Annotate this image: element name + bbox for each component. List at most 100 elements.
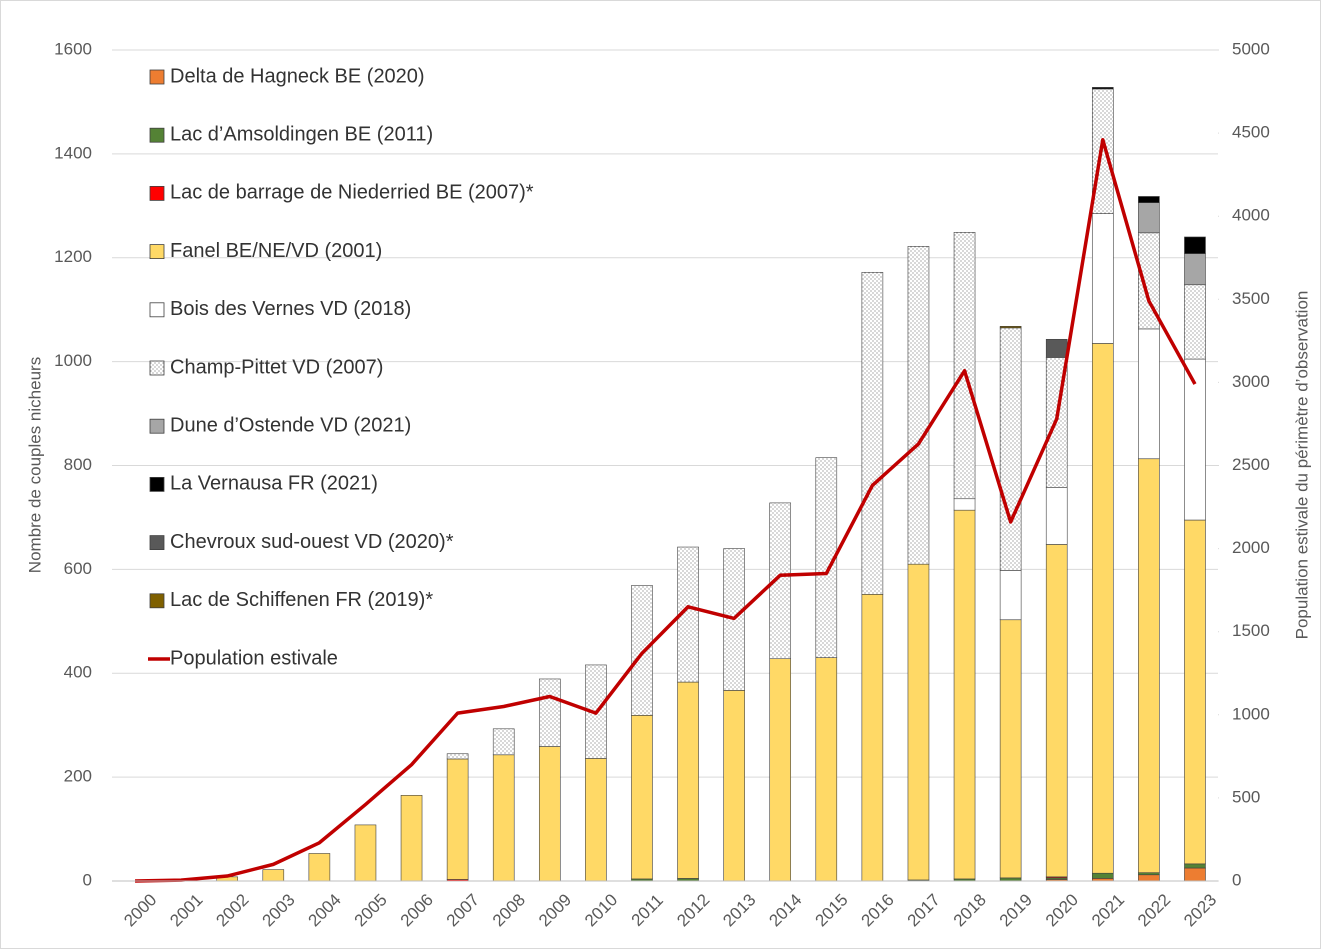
x-tick-label: 2010 bbox=[581, 890, 621, 930]
legend-swatch bbox=[149, 476, 165, 492]
y-tick-label: 400 bbox=[64, 663, 92, 682]
y2-tick-label: 5000 bbox=[1232, 39, 1270, 58]
bar-segment bbox=[861, 594, 884, 882]
legend-swatch bbox=[149, 244, 165, 260]
legend-label: Dune d’Ostende VD (2021) bbox=[170, 414, 411, 436]
bar-segment bbox=[999, 327, 1022, 571]
x-tick-label: 2012 bbox=[673, 890, 713, 930]
bar-segment bbox=[585, 758, 607, 882]
bar-segment bbox=[1184, 863, 1206, 869]
legend-label: Chevroux sud-ouest VD (2020)* bbox=[170, 531, 454, 553]
bar-segment bbox=[1138, 202, 1160, 234]
bar-segment bbox=[1091, 87, 1114, 90]
x-tick-label: 2021 bbox=[1088, 890, 1128, 930]
x-tick-label: 2022 bbox=[1134, 890, 1174, 930]
x-tick-label: 2023 bbox=[1180, 890, 1220, 930]
bar-segment bbox=[262, 869, 285, 882]
legend-swatch bbox=[149, 185, 165, 201]
y-tick-label: 800 bbox=[64, 455, 92, 474]
x-tick-label: 2009 bbox=[535, 890, 575, 930]
x-tick-label: 2002 bbox=[212, 890, 252, 930]
bar-segment bbox=[1045, 487, 1068, 545]
x-tick-label: 2001 bbox=[166, 890, 206, 930]
bar-segment bbox=[999, 570, 1022, 621]
bar-segment bbox=[999, 619, 1022, 879]
y2-tick-label: 3000 bbox=[1232, 372, 1270, 391]
y-axis-label: Nombre de couples nicheurs bbox=[25, 357, 44, 573]
y-tick-label: 200 bbox=[64, 767, 92, 786]
x-tick-label: 2014 bbox=[765, 890, 805, 930]
legend-label: Bois des Vernes VD (2018) bbox=[170, 298, 411, 320]
bar-segment bbox=[1184, 519, 1206, 865]
legend-swatch bbox=[149, 127, 165, 143]
line bbox=[135, 137, 1197, 883]
y2-tick-label: 4500 bbox=[1232, 123, 1270, 142]
bar-segment bbox=[1138, 328, 1160, 460]
bar-segment bbox=[1184, 284, 1206, 360]
bar-segment bbox=[538, 678, 561, 747]
legend-label: Lac d’Amsoldingen BE (2011) bbox=[170, 123, 433, 145]
y2-tick-label: 2000 bbox=[1232, 538, 1270, 557]
y2-tick-label: 0 bbox=[1232, 870, 1241, 889]
bar-segment bbox=[953, 498, 976, 511]
y-tick-label: 1600 bbox=[54, 39, 92, 58]
y2-tick-label: 1500 bbox=[1232, 621, 1270, 640]
y-tick-label: 0 bbox=[83, 870, 92, 889]
y-tick-label: 1200 bbox=[54, 247, 92, 266]
legend-label: Delta de Hagneck BE (2020) bbox=[170, 65, 425, 87]
legend-swatch bbox=[149, 535, 165, 550]
y2-tick-label: 2500 bbox=[1232, 455, 1270, 474]
bar-segment bbox=[769, 502, 792, 660]
x-tick-label: 2005 bbox=[351, 890, 391, 930]
x-tick-label: 2016 bbox=[858, 890, 898, 930]
bar-segment bbox=[1138, 872, 1160, 876]
bar-segment bbox=[446, 758, 469, 880]
y-tick-label: 1400 bbox=[54, 143, 92, 162]
bar-segment bbox=[953, 509, 976, 880]
bar-segment bbox=[953, 232, 976, 500]
x-tick-label: 2008 bbox=[489, 890, 529, 930]
x-tick-label: 2020 bbox=[1042, 890, 1082, 930]
bar-segment bbox=[907, 563, 930, 881]
x-tick-label: 2003 bbox=[258, 890, 298, 930]
bar-segment bbox=[815, 657, 838, 882]
legend-label: La Vernausa FR (2021) bbox=[170, 473, 378, 495]
x-tick-label: 2017 bbox=[904, 890, 944, 930]
bar-segment bbox=[1138, 874, 1160, 882]
legend-swatch bbox=[149, 360, 165, 376]
legend-label: Population estivale bbox=[170, 647, 338, 669]
bar-segment bbox=[538, 746, 561, 882]
bar-segment bbox=[400, 795, 423, 882]
legend-swatch bbox=[149, 69, 165, 85]
bar-segment bbox=[308, 853, 331, 882]
y2-tick-label: 4000 bbox=[1232, 206, 1270, 225]
x-tick-label: 2007 bbox=[443, 890, 483, 930]
x-tick-label: 2011 bbox=[628, 891, 667, 930]
bar-segment bbox=[1091, 213, 1114, 344]
x-tick-label: 2000 bbox=[120, 890, 160, 930]
bar-segment bbox=[1045, 544, 1068, 878]
y-tick-label: 600 bbox=[64, 559, 92, 578]
bar-segment bbox=[769, 658, 792, 882]
legend-swatch bbox=[149, 418, 165, 434]
x-tick-label: 2019 bbox=[996, 890, 1036, 930]
bar-segment bbox=[1138, 458, 1160, 873]
bar-segment bbox=[446, 753, 469, 760]
y2-axis-label: Population estivale du périmètre d’obser… bbox=[1292, 291, 1311, 640]
x-tick-label: 2004 bbox=[305, 890, 345, 930]
bar-segment bbox=[631, 715, 653, 880]
bar-segment bbox=[1138, 196, 1160, 203]
y2-tick-label: 1000 bbox=[1232, 704, 1270, 723]
legend-label: Fanel BE/NE/VD (2001) bbox=[170, 240, 382, 262]
y2-tick-label: 3500 bbox=[1232, 289, 1270, 308]
bar-segment bbox=[677, 681, 699, 879]
bar-segment bbox=[1091, 872, 1114, 879]
bar-segment bbox=[492, 754, 515, 882]
bar-segment bbox=[861, 271, 884, 595]
legend-swatch bbox=[149, 302, 165, 318]
x-tick-label: 2006 bbox=[397, 890, 437, 930]
bar-segment bbox=[1184, 236, 1206, 254]
bar-segment bbox=[1184, 253, 1206, 286]
bar-segment bbox=[631, 585, 653, 716]
